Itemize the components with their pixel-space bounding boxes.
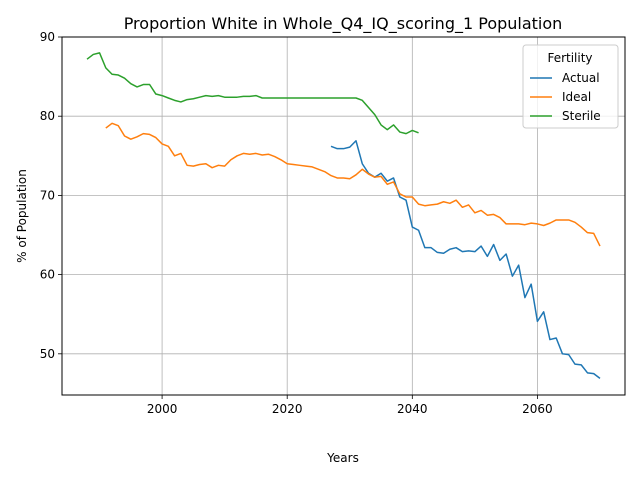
legend-entry-ideal: Ideal bbox=[530, 90, 591, 104]
y-tick-label: 90 bbox=[40, 30, 55, 44]
x-tick-label: 2040 bbox=[397, 402, 428, 416]
y-axis-label: % of Population bbox=[15, 169, 29, 263]
legend-box bbox=[522, 44, 619, 129]
y-tick-label: 80 bbox=[40, 109, 55, 123]
legend-entry-sterile: Sterile bbox=[530, 109, 601, 123]
legend-label: Actual bbox=[562, 71, 600, 85]
legend-entry-actual: Actual bbox=[530, 71, 600, 85]
ticks: 2000 2020 2040 2060 50 60 70 80 90 bbox=[40, 30, 553, 416]
x-tick-label: 2000 bbox=[147, 402, 178, 416]
x-tick-label: 2060 bbox=[522, 402, 553, 416]
x-axis-label: Years bbox=[326, 451, 359, 465]
series-line-ideal bbox=[105, 122, 601, 247]
x-tick-label: 2020 bbox=[272, 402, 303, 416]
plot-frame bbox=[61, 36, 626, 396]
series-lines bbox=[86, 52, 601, 379]
chart-title: Proportion White in Whole_Q4_IQ_scoring_… bbox=[124, 14, 563, 34]
y-tick-label: 60 bbox=[40, 268, 55, 282]
y-tick-label: 70 bbox=[40, 188, 55, 202]
y-tick-label: 50 bbox=[40, 347, 55, 361]
series-line-sterile bbox=[86, 52, 419, 135]
legend-label: Ideal bbox=[562, 90, 591, 104]
series-line-actual bbox=[330, 140, 601, 379]
legend-title: Fertility bbox=[547, 51, 592, 65]
legend-label: Sterile bbox=[562, 109, 601, 123]
legend: Fertility Actual Ideal Sterile bbox=[522, 44, 619, 129]
